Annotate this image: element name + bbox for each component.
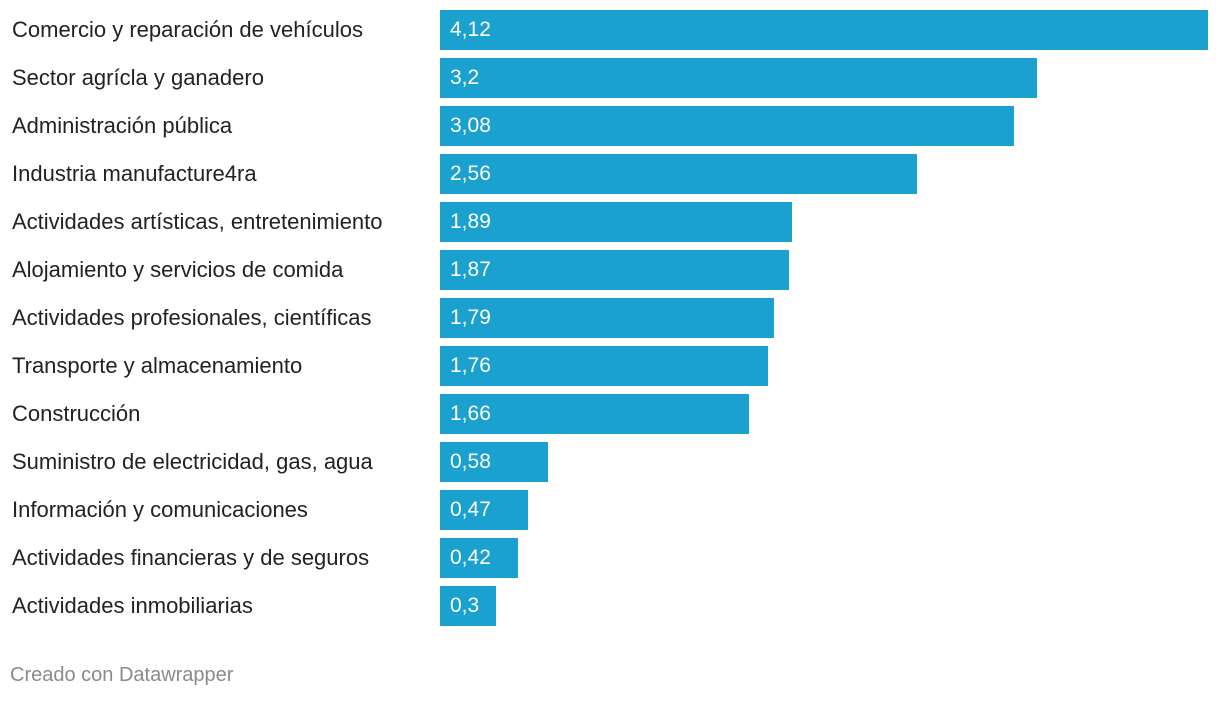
bar (440, 490, 528, 530)
chart-row: Industria manufacture4ra 2,56 (0, 154, 1220, 194)
category-label: Industria manufacture4ra (12, 161, 257, 186)
chart-row: Administración pública 3,08 (0, 106, 1220, 146)
bar (440, 538, 518, 578)
datawrapper-credit: Creado con Datawrapper (10, 664, 234, 686)
category-label: Actividades financieras y de seguros (12, 545, 370, 570)
value-label: 0,47 (450, 498, 491, 521)
value-label: 1,87 (450, 258, 491, 281)
category-label: Actividades artísticas, entretenimiento (12, 209, 383, 234)
bar (440, 202, 792, 242)
value-label: 1,66 (450, 402, 491, 425)
category-label: Alojamiento y servicios de comida (12, 257, 344, 282)
value-label: 3,2 (450, 66, 480, 89)
category-label: Información y comunicaciones (12, 497, 308, 522)
bar (440, 58, 1037, 98)
bar (440, 298, 774, 338)
category-label: Construcción (12, 401, 141, 426)
bar (440, 586, 496, 626)
value-label: 0,3 (450, 594, 480, 617)
value-label: 0,58 (450, 450, 491, 473)
category-label: Suministro de electricidad, gas, agua (12, 449, 373, 474)
bar (440, 106, 1014, 146)
value-label: 3,08 (450, 114, 491, 137)
value-label: 1,89 (450, 210, 491, 233)
chart-row: Información y comunicaciones 0,47 (0, 490, 1220, 530)
chart-row: Actividades inmobiliarias 0,3 (0, 586, 1220, 626)
bar (440, 250, 789, 290)
value-label: 2,56 (450, 162, 491, 185)
bar (440, 442, 548, 482)
value-label: 1,79 (450, 306, 491, 329)
chart-row: Actividades profesionales, científicas 1,… (0, 298, 1220, 338)
chart-row: Actividades financieras y de seguros 0,42 (0, 538, 1220, 578)
value-label: 1,76 (450, 354, 491, 377)
bar-chart: Comercio y reparación de vehículos 4,12 Se… (0, 10, 1220, 626)
chart-row: Construcción 1,66 (0, 394, 1220, 434)
value-label: 4,12 (450, 18, 491, 41)
value-label: 0,42 (450, 546, 491, 569)
bar (440, 154, 917, 194)
category-label: Comercio y reparación de vehículos (12, 17, 363, 42)
category-label: Actividades inmobiliarias (12, 593, 253, 618)
chart-row: Alojamiento y servicios de comida 1,87 (0, 250, 1220, 290)
chart-row: Sector agrícla y ganadero 3,2 (0, 58, 1220, 98)
category-label: Transporte y almacenamiento (12, 353, 303, 378)
chart-row: Comercio y reparación de vehículos 4,12 (0, 10, 1220, 50)
category-label: Sector agrícla y ganadero (12, 65, 264, 90)
chart-row: Suministro de electricidad, gas, agua 0,5… (0, 442, 1220, 482)
bar (440, 10, 1208, 50)
category-label: Administración pública (12, 113, 233, 138)
bar (440, 394, 749, 434)
chart-row: Actividades artísticas, entretenimiento 1… (0, 202, 1220, 242)
bar (440, 346, 768, 386)
category-label: Actividades profesionales, científicas (12, 305, 372, 330)
chart-row: Transporte y almacenamiento 1,76 (0, 346, 1220, 386)
